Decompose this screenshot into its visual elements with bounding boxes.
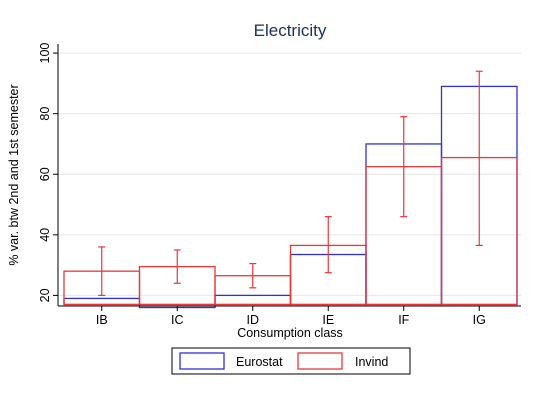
grid-lines [58, 52, 521, 296]
x-tick-label: IG [473, 313, 486, 327]
error-bars-layer [98, 70, 483, 296]
x-tick-label: ID [247, 313, 260, 327]
y-tick-label: 40 [38, 228, 52, 242]
x-axis-label: Consumption class [237, 326, 343, 340]
bar-eurostat [63, 297, 141, 306]
bar-eurostat [214, 294, 292, 306]
x-tick-label: IF [398, 313, 409, 327]
bars-layer [63, 85, 518, 309]
y-tick-label: 100 [38, 43, 52, 64]
y-tick-label: 60 [38, 167, 52, 181]
legend-label-eurostat: Eurostat [236, 355, 283, 369]
legend-swatch-invind [297, 352, 343, 370]
axes-layer: 20 40 60 80 100 IB IC ID IE IF IG [38, 43, 521, 327]
y-tick-label: 20 [38, 288, 52, 302]
x-tick-label: IE [322, 313, 334, 327]
y-axis-label: % var. btw 2nd and 1st semester [7, 84, 21, 265]
y-tick-label: 80 [38, 107, 52, 121]
legend-swatch-eurostat [179, 352, 225, 370]
chart-title: Electricity [254, 21, 327, 40]
x-tick-label: IB [96, 313, 108, 327]
legend: Eurostat Invind [171, 347, 411, 375]
x-tick-label: IC [171, 313, 184, 327]
legend-label-invind: Invind [355, 355, 388, 369]
